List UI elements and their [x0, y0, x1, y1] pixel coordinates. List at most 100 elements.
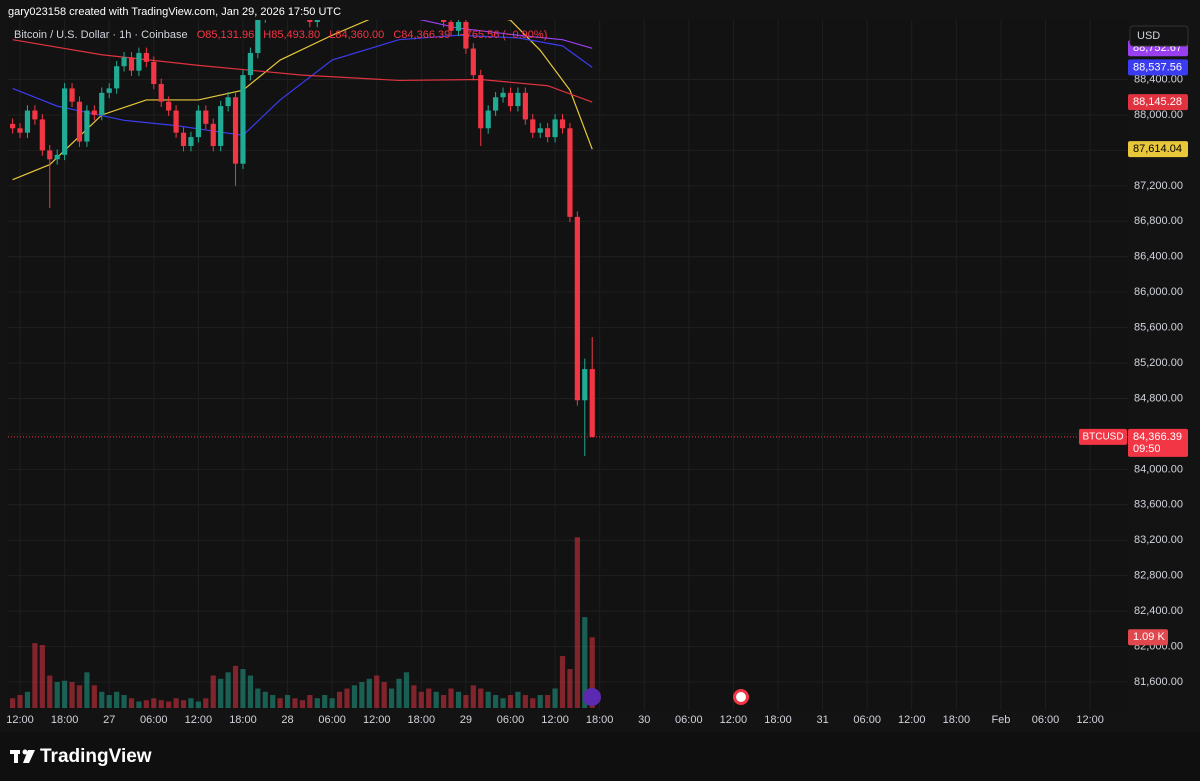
- ohlc-close: C84,366.39: [393, 29, 450, 41]
- volume-bar: [47, 675, 53, 708]
- candle-body: [493, 97, 499, 111]
- ma-tag: [1128, 94, 1188, 111]
- volume-bar: [270, 695, 276, 708]
- volume-bar: [173, 698, 179, 708]
- candle-body: [478, 75, 484, 129]
- candle-body: [128, 57, 135, 71]
- volume-bar: [166, 701, 172, 708]
- y-tick-label: 84,800.00: [1134, 392, 1183, 404]
- y-tick-label: 83,600.00: [1134, 499, 1183, 511]
- currency-box[interactable]: [1129, 25, 1189, 47]
- volume-bar: [329, 698, 335, 708]
- x-tick-label: 29: [460, 714, 472, 726]
- candle-body: [218, 106, 224, 146]
- candle-body: [314, 20, 320, 22]
- candle-body: [188, 137, 194, 146]
- y-tick-label: 82,400.00: [1134, 605, 1183, 617]
- candle-body: [225, 97, 231, 107]
- candle-body: [515, 92, 521, 107]
- volume-bar: [478, 688, 484, 708]
- candle-body: [151, 61, 157, 84]
- y-tick-label: 88,000.00: [1134, 109, 1183, 121]
- x-tick-label: 06:00: [1032, 714, 1060, 726]
- grid: [8, 20, 1128, 710]
- volume-bar: [545, 695, 551, 708]
- ticker-label: BTCUSD: [1082, 432, 1123, 443]
- currency[interactable]: USD: [1137, 30, 1160, 42]
- volume-bar: [522, 695, 528, 708]
- candle-body: [180, 132, 187, 146]
- volume-bar: [403, 672, 410, 708]
- y-tick-label: 86,800.00: [1134, 215, 1183, 227]
- volume-bar: [396, 678, 402, 708]
- y-tick-label: 82,800.00: [1134, 570, 1183, 582]
- candle-body: [17, 128, 23, 133]
- event-icon[interactable]: [583, 688, 749, 706]
- candle-body: [552, 119, 558, 138]
- volume-layer: [10, 537, 595, 708]
- volume-bar: [10, 698, 16, 708]
- x-tick-label: 06:00: [497, 714, 525, 726]
- volume-bar: [114, 691, 120, 708]
- volume-bar: [232, 665, 239, 708]
- volume-bar: [69, 682, 75, 708]
- volume-bar: [314, 698, 320, 708]
- volume-bar: [32, 643, 38, 708]
- volume-bar: [574, 537, 580, 708]
- volume-bar: [470, 685, 476, 708]
- x-tick-label: 06:00: [318, 714, 346, 726]
- candle-body: [247, 52, 253, 76]
- candle-body: [76, 101, 83, 142]
- volume-bar: [336, 691, 343, 708]
- candle-body: [24, 110, 31, 133]
- x-tick-label: 18:00: [943, 714, 971, 726]
- candle-body: [203, 110, 209, 124]
- volume-bar: [433, 691, 439, 708]
- volume-bar: [307, 695, 313, 708]
- candle-body: [136, 52, 142, 71]
- volume-bar: [255, 688, 261, 708]
- candle-body: [91, 110, 97, 115]
- y-tick-label: 83,200.00: [1134, 534, 1183, 546]
- volume-bar: [381, 682, 387, 708]
- x-tick-label: 12:00: [1076, 714, 1104, 726]
- ma-line: [12, 34, 593, 136]
- volume-bar: [39, 645, 45, 708]
- volume-bar: [374, 675, 380, 708]
- ma-tag: [1128, 141, 1188, 158]
- legend: Bitcoin / U.S. Dollar · 1h · Coinbase O8…: [14, 29, 547, 41]
- candle-body: [307, 20, 313, 22]
- volume-bar: [76, 685, 83, 708]
- volume-bar: [62, 680, 68, 708]
- y-tick-label: 85,200.00: [1134, 357, 1183, 369]
- volume-bar: [54, 682, 60, 708]
- ohlc-low: L84,360.00: [329, 29, 384, 41]
- volume-bar: [455, 691, 462, 708]
- volume-bar: [448, 688, 454, 708]
- candle-body: [210, 123, 216, 146]
- volume-bar: [210, 675, 216, 708]
- volume-bar: [388, 688, 395, 708]
- symbol: Bitcoin / U.S. Dollar · 1h · Coinbase: [14, 29, 188, 41]
- volume-bar: [589, 637, 595, 708]
- ma-line: [12, 39, 593, 103]
- ticker-tag: [1079, 428, 1127, 445]
- candle-body: [545, 128, 551, 138]
- candle-body: [574, 216, 580, 401]
- candle-body: [158, 83, 164, 102]
- candle-body: [255, 20, 261, 53]
- volume-bar: [559, 656, 566, 708]
- x-tick-label: 31: [816, 714, 828, 726]
- ohlc-change: −765.56 (−0.90%): [459, 29, 547, 41]
- candle-body: [99, 92, 105, 115]
- volume-bar: [247, 675, 253, 708]
- candle-body: [166, 101, 172, 111]
- x-tick-label: 30: [638, 714, 650, 726]
- candle-body: [240, 75, 246, 164]
- x-tick-label: 18:00: [764, 714, 792, 726]
- volume-bar: [292, 698, 298, 708]
- volume-bar: [143, 700, 149, 708]
- x-tick-label: 12:00: [6, 714, 34, 726]
- volume-bar: [218, 678, 224, 708]
- volume-bar: [359, 682, 365, 708]
